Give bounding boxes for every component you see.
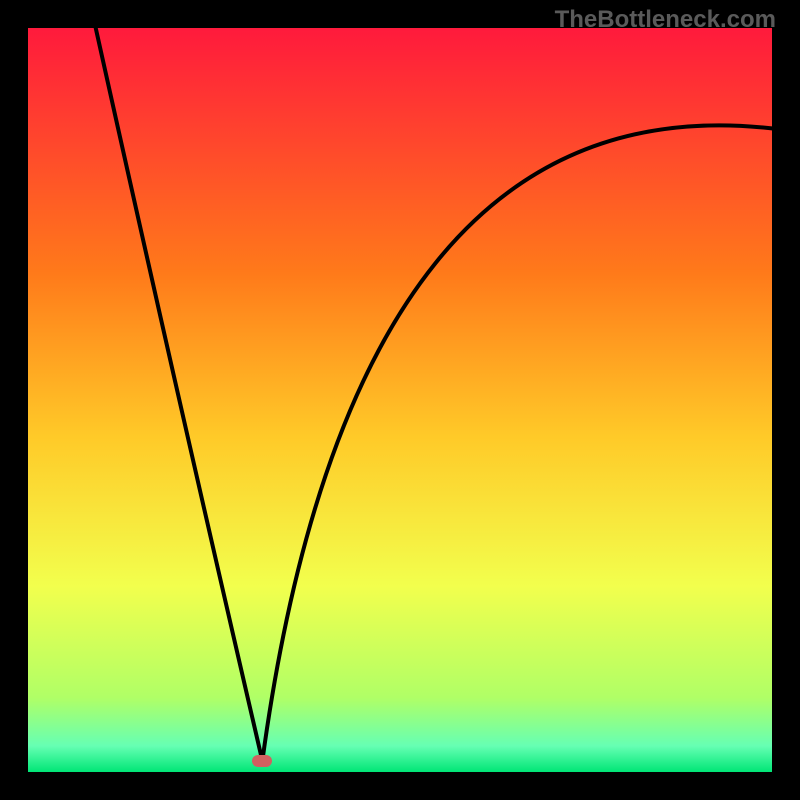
curve-layer <box>28 28 772 772</box>
minimum-marker <box>252 755 272 767</box>
watermark-label: TheBottleneck.com <box>555 6 776 34</box>
bottleneck-curve <box>96 28 772 761</box>
plot-area <box>28 28 772 772</box>
